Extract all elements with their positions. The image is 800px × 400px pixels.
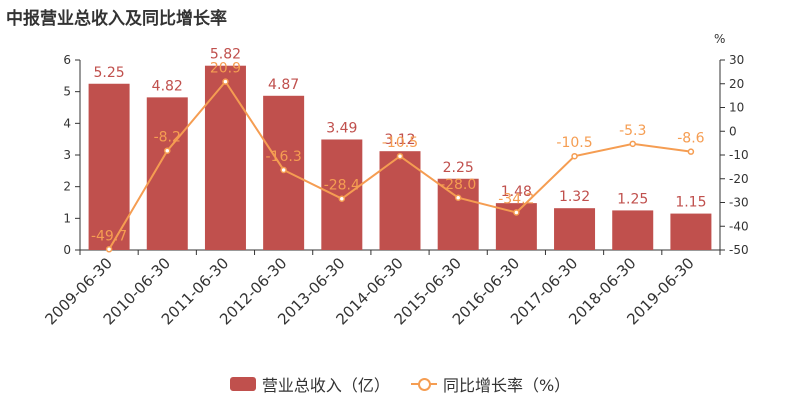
growth-point xyxy=(571,152,578,160)
y-left-tick-label: 2 xyxy=(63,180,71,194)
revenue-bar-label: 4.87 xyxy=(268,77,299,93)
y-left-tick-label: 5 xyxy=(63,85,71,99)
y-left-tick-label: 6 xyxy=(63,53,71,67)
growth-label: -34.2 xyxy=(498,191,534,207)
revenue-bar xyxy=(670,213,712,250)
growth-label: 20.9 xyxy=(210,61,241,77)
y-right-unit: % xyxy=(714,32,725,46)
y-right-tick-label: 10 xyxy=(729,101,744,115)
legend: 营业总收入（亿） 同比增长率（%） xyxy=(0,372,800,396)
revenue-bar xyxy=(554,208,596,250)
y-right-tick-label: -30 xyxy=(729,196,749,210)
growth-point xyxy=(280,166,287,174)
growth-point xyxy=(454,194,462,201)
line-series xyxy=(105,78,695,253)
growth-label: -10.5 xyxy=(556,135,592,151)
revenue-bar-label: 5.25 xyxy=(94,65,125,81)
revenue-bar-label: 1.48 xyxy=(501,184,532,200)
revenue-bar-label: 2.25 xyxy=(443,160,474,176)
revenue-bar-label: 1.15 xyxy=(675,195,706,211)
y-right-tick-label: 0 xyxy=(729,124,737,138)
y-right-tick-label: -40 xyxy=(729,219,749,233)
growth-point xyxy=(164,147,171,154)
legend-item-growth[interactable]: 同比增长率（%） xyxy=(410,372,571,396)
growth-point xyxy=(396,152,404,160)
revenue-bar-label: 5.82 xyxy=(210,47,241,63)
growth-point xyxy=(513,209,520,216)
growth-label: -28.0 xyxy=(440,177,476,193)
legend-item-revenue[interactable]: 营业总收入（亿） xyxy=(229,372,390,396)
y-right-tick-label: 20 xyxy=(729,77,744,91)
revenue-bar-label: 4.82 xyxy=(152,78,183,94)
revenue-bar xyxy=(612,210,654,250)
growth-label: -49.7 xyxy=(91,228,127,244)
legend-line-swatch xyxy=(410,377,437,391)
legend-label-revenue: 营业总收入（亿） xyxy=(261,376,390,395)
growth-label: -16.3 xyxy=(266,149,302,165)
growth-label: -10.5 xyxy=(382,135,418,151)
growth-point xyxy=(105,246,113,253)
y-left-tick-label: 0 xyxy=(63,243,71,257)
legend-bar-swatch xyxy=(229,377,256,391)
y-right-tick-label: -10 xyxy=(729,148,749,162)
growth-point xyxy=(687,148,695,155)
data-labels: 5.25 4.82 5.82 4.87 3.49 3.12 2.25 1.48 1.32 1.25… xyxy=(91,47,707,245)
revenue-bar xyxy=(379,151,421,250)
y-left-tick-label: 3 xyxy=(63,148,71,162)
revenue-bar-label: 3.12 xyxy=(384,132,415,148)
growth-point xyxy=(629,140,636,148)
revenue-bar xyxy=(437,178,479,250)
growth-label: -5.3 xyxy=(619,123,646,139)
revenue-bar-label: 1.25 xyxy=(617,191,648,207)
revenue-bar-label: 3.49 xyxy=(326,120,357,136)
y-right-tick-label: 30 xyxy=(729,53,744,67)
growth-point xyxy=(338,195,346,202)
growth-label: -28.4 xyxy=(324,178,360,194)
y-left-tick-label: 4 xyxy=(63,116,71,130)
y-left-tick-label: 1 xyxy=(63,211,71,225)
chart-title: 中报营业总收入及同比增长率 xyxy=(6,9,227,29)
y-right-tick-label: -50 xyxy=(729,243,749,257)
revenue-bar-label: 1.32 xyxy=(559,189,590,205)
growth-label: -8.6 xyxy=(677,131,704,147)
y-right-tick-label: -20 xyxy=(729,172,749,186)
revenue-bar xyxy=(204,65,246,250)
growth-point xyxy=(222,78,229,85)
growth-label: -8.2 xyxy=(154,130,181,146)
revenue-bar xyxy=(321,139,363,250)
revenue-bar xyxy=(88,83,130,250)
legend-label-growth: 同比增长率（%） xyxy=(442,376,571,395)
